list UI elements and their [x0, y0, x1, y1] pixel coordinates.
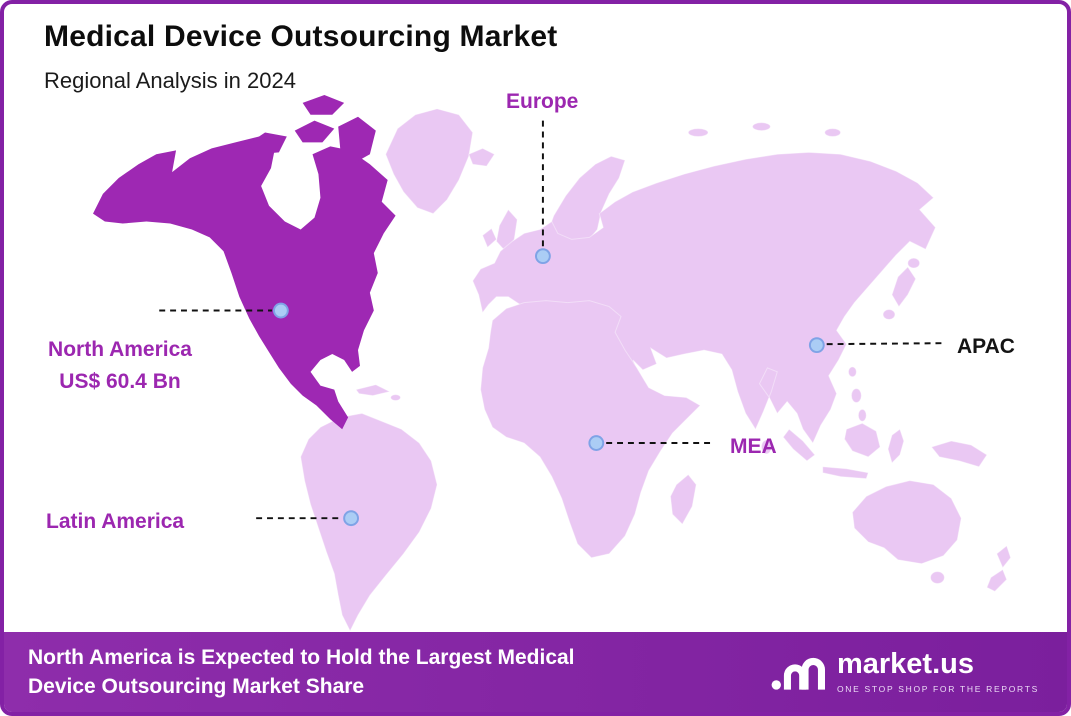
regions-base [300, 108, 1012, 633]
region-hispaniola [390, 394, 402, 402]
region-tasmania [930, 571, 945, 584]
label-north-america: North America US$ 60.4 Bn [14, 334, 226, 398]
label-north-america-name: North America [48, 338, 192, 361]
region-cuba [355, 384, 392, 397]
region-philippines-2 [857, 408, 867, 422]
marker-latin-america [343, 510, 359, 527]
region-new-zealand-south [986, 568, 1008, 592]
region-japan-north [907, 257, 921, 269]
region-arctic-canada-3 [302, 94, 345, 115]
label-mea: MEA [730, 435, 777, 458]
footer-banner: North America is Expected to Hold the La… [4, 632, 1067, 712]
region-ireland [481, 227, 498, 249]
region-baffin-island [338, 116, 376, 165]
region-greenland [385, 108, 474, 215]
region-australia [851, 480, 962, 565]
world-map [93, 94, 1012, 633]
page-title: Medical Device Outsourcing Market [44, 20, 558, 53]
region-arctic-island-3 [824, 128, 842, 137]
marker-north-america [272, 302, 289, 319]
region-borneo [843, 422, 881, 458]
region-philippines-1 [850, 388, 862, 403]
page-subtitle: Regional Analysis in 2024 [44, 68, 296, 93]
region-markers [272, 248, 825, 527]
region-arctic-island-1 [687, 128, 709, 137]
leader-line-apac [826, 342, 944, 346]
region-madagascar [669, 473, 697, 525]
footer-headline-line2: Device Outsourcing Market Share [28, 675, 365, 698]
region-japan-south [882, 309, 896, 320]
region-south-america [300, 412, 438, 633]
region-arctic-canada-1 [247, 132, 287, 155]
marker-mea [588, 435, 605, 451]
marker-europe [535, 248, 551, 265]
brand-text: market.us ONE STOP SHOP FOR THE REPORTS [836, 648, 1039, 695]
region-new-zealand-north [996, 545, 1012, 569]
region-sri-lanka [760, 439, 772, 455]
region-uk [495, 208, 518, 252]
region-sumatra [782, 428, 816, 462]
region-arctic-canada-2 [294, 120, 335, 143]
region-japan [891, 266, 917, 308]
marker-apac [808, 337, 825, 354]
label-europe: Europe [506, 90, 579, 113]
region-taiwan [847, 366, 857, 378]
label-latin-america: Latin America [46, 510, 185, 533]
footer-headline: North America is Expected to Hold the La… [28, 643, 575, 701]
brand: market.us ONE STOP SHOP FOR THE REPORTS [771, 650, 1039, 694]
leader-lines [159, 120, 944, 520]
market-us-logo-icon [771, 657, 825, 690]
label-apac: APAC [957, 335, 1015, 358]
region-arctic-island-2 [752, 122, 771, 132]
label-north-america-value: US$ 60.4 Bn [59, 370, 181, 393]
region-sulawesi [887, 428, 905, 464]
region-iceland [468, 147, 496, 167]
footer-headline-line1: North America is Expected to Hold the La… [28, 646, 575, 669]
brand-tagline: ONE STOP SHOP FOR THE REPORTS [836, 684, 1039, 694]
region-north-america [93, 136, 396, 430]
region-new-guinea [930, 440, 988, 468]
region-africa [480, 300, 701, 559]
region-java [822, 466, 869, 480]
regions-highlighted [93, 94, 396, 430]
brand-name: market.us [836, 648, 974, 680]
